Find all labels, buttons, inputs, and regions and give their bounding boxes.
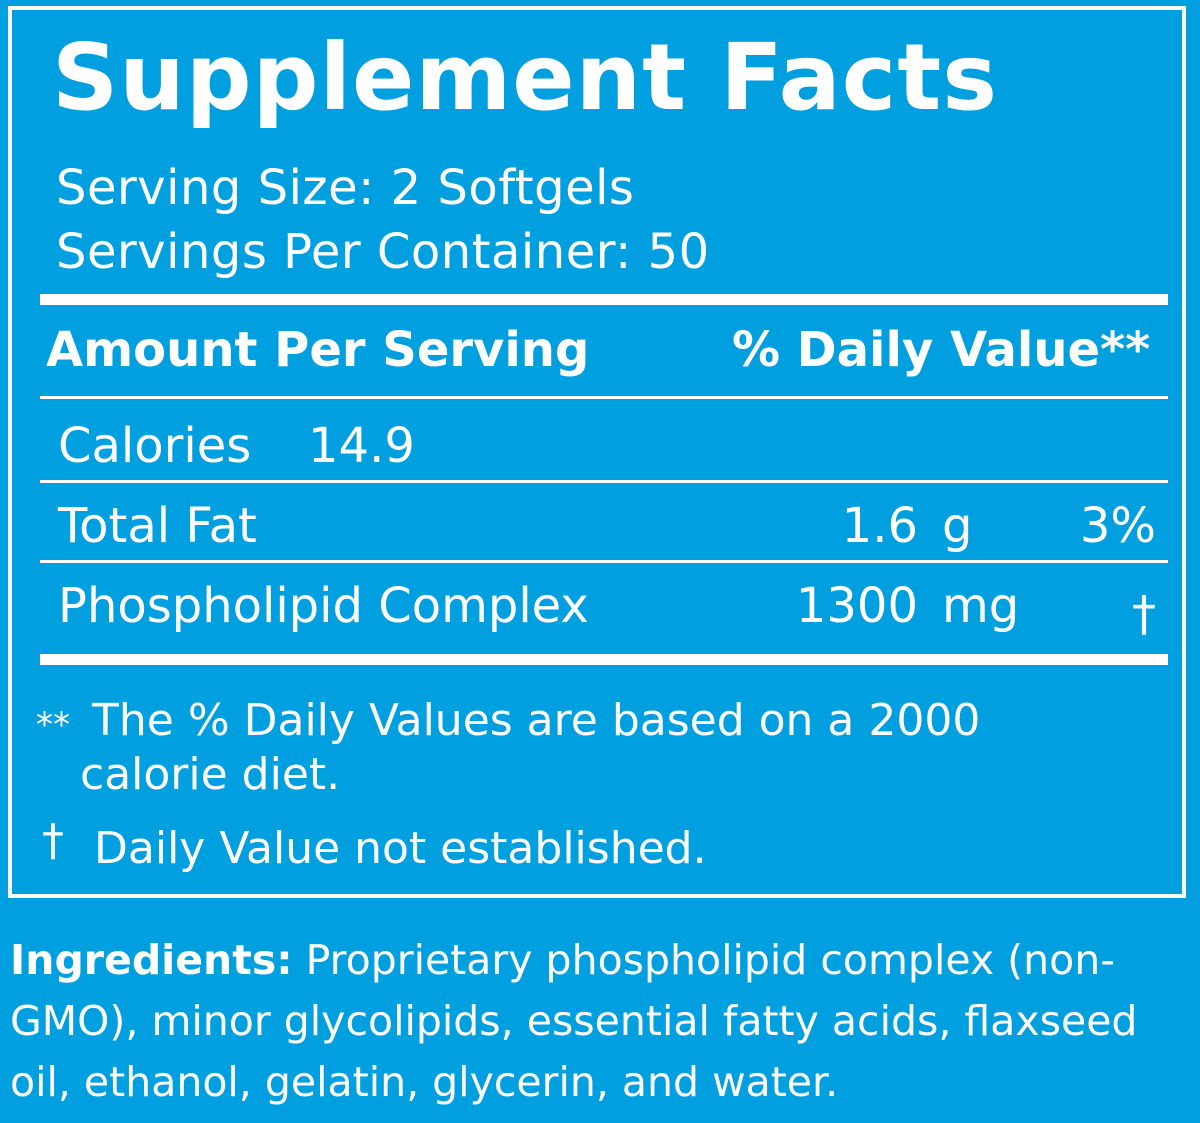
divider-thin-2	[40, 480, 1168, 483]
footnote-2-mark: †	[42, 815, 64, 866]
row-phospholipid-label: Phospholipid Complex	[58, 578, 589, 634]
divider-thick-top	[40, 294, 1168, 305]
servings-per-container: Servings Per Container: 50	[56, 224, 710, 280]
amount-per-serving-header: Amount Per Serving	[46, 322, 590, 378]
row-total-fat-label: Total Fat	[58, 498, 257, 554]
row-total-fat-unit: g	[942, 498, 973, 554]
ingredients-text: Proprietary phospholipid complex (non-GM…	[10, 936, 1138, 1106]
row-phospholipid-amount: 1300	[795, 578, 918, 634]
daily-value-header: % Daily Value**	[732, 322, 1151, 378]
row-total-fat-dv: 3%	[1079, 498, 1156, 554]
row-phospholipid-dv: †	[1132, 586, 1156, 642]
ingredients-label: Ingredients:	[10, 936, 293, 984]
divider-thin-1	[40, 396, 1168, 399]
divider-thin-3	[40, 560, 1168, 563]
divider-thick-bottom	[40, 654, 1168, 665]
footnote-2-text: Daily Value not established.	[94, 823, 707, 874]
footnote-1-line1: The % Daily Values are based on a 2000	[92, 695, 981, 746]
row-calories-amount: 14.9	[308, 418, 415, 474]
row-calories-label: Calories	[58, 418, 252, 474]
row-total-fat-amount: 1.6	[841, 498, 918, 554]
row-phospholipid-unit: mg	[942, 578, 1020, 634]
footnote-1-line2: calorie diet.	[80, 749, 341, 800]
footnote-1-mark: **	[36, 705, 70, 745]
ingredients-statement: Ingredients: Proprietary phospholipid co…	[10, 930, 1190, 1113]
serving-size: Serving Size: 2 Softgels	[56, 160, 635, 216]
panel-title: Supplement Facts	[52, 24, 998, 131]
supplement-facts-panel: Supplement Facts Serving Size: 2 Softgel…	[8, 6, 1186, 898]
